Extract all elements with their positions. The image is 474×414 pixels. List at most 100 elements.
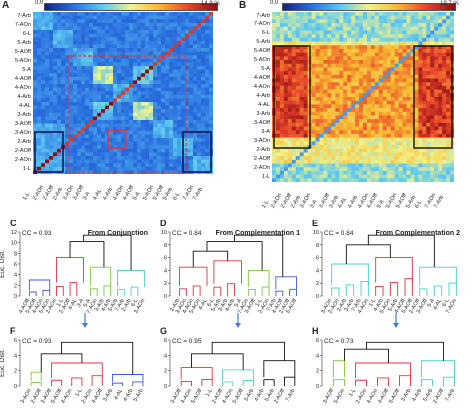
- heatmap-b-cell: [430, 93, 435, 98]
- heatmap-a-cell: [137, 148, 142, 153]
- heatmap-row-label: 5-A: [261, 66, 270, 73]
- heatmap-a-cell: [161, 58, 166, 63]
- heatmap-a-cell: [157, 112, 162, 117]
- heatmap-a-cell: [185, 145, 190, 150]
- heatmap-a-cell: [121, 152, 126, 157]
- heatmap-a-cell: [41, 134, 46, 139]
- heatmap-b-cell: [351, 56, 356, 61]
- heatmap-a-cell: [65, 105, 70, 110]
- heatmap-b-cell: [374, 159, 380, 164]
- heatmap-a-cell: [169, 109, 174, 114]
- heatmap-b-cell: [390, 174, 396, 179]
- heatmap-a-cell: [149, 33, 154, 38]
- heatmap-a-cell: [121, 141, 126, 146]
- heatmap-a-cell: [97, 73, 102, 78]
- heatmap-a-cell: [133, 69, 138, 74]
- heatmap-b-cell: [406, 111, 411, 116]
- dendrogram-link: [103, 285, 112, 296]
- heatmap-b-cell: [327, 137, 332, 142]
- dendrogram-link: [375, 285, 384, 296]
- heatmap-a-cell: [109, 112, 114, 117]
- heatmap-b-cell: [394, 67, 400, 72]
- dendrogram-top-link: [83, 234, 132, 271]
- heatmap-b-cell: [378, 60, 384, 65]
- heatmap-a-cell: [193, 127, 198, 132]
- heatmap-a-cell: [45, 51, 50, 56]
- heatmap-a-cell: [85, 87, 90, 92]
- heatmap-b-cell: [343, 52, 348, 57]
- heatmap-a-cell: [189, 55, 194, 60]
- heatmap-a-cell: [193, 84, 198, 88]
- heatmap-a-cell: [149, 141, 154, 146]
- dendrogram-top-link: [234, 234, 284, 277]
- heatmap-a-cell: [97, 112, 102, 117]
- heatmap-b-cell: [394, 178, 400, 182]
- heatmap-b-cell: [398, 148, 403, 153]
- heatmap-b-cell: [311, 148, 316, 153]
- heatmap-b-cell: [275, 45, 281, 50]
- heatmap-b-cell: [374, 89, 380, 94]
- heatmap-a-cell: [169, 30, 174, 34]
- heatmap-b-cell: [434, 174, 439, 179]
- heatmap-a-cell: [133, 44, 138, 49]
- heatmap-a-cell: [113, 80, 118, 85]
- heatmap-b-cell: [426, 152, 431, 157]
- heatmap-b-cell: [359, 60, 364, 65]
- heatmap-a-cell: [109, 152, 114, 157]
- heatmap-a-cell: [37, 138, 42, 142]
- heatmap-b-cell: [386, 23, 392, 28]
- heatmap-b-cell: [442, 159, 447, 164]
- heatmap-a-cell: [45, 37, 50, 42]
- heatmap-b-cell: [315, 74, 320, 79]
- heatmap-a-cell: [49, 76, 54, 81]
- heatmap-b-cell: [386, 170, 392, 176]
- heatmap-b-cell: [327, 52, 332, 57]
- heatmap-b-cell: [295, 111, 301, 116]
- heatmap-b-cell: [272, 174, 277, 179]
- heatmap-b-cell: [299, 78, 305, 83]
- heatmap-a-cell: [85, 62, 90, 67]
- heatmap-b-cell: [339, 100, 344, 105]
- heatmap-b-cell: [398, 30, 403, 35]
- heatmap-a-cell: [49, 159, 54, 164]
- heatmap-b-cell: [378, 37, 384, 42]
- heatmap-a-cell: [189, 109, 194, 114]
- heatmap-a-cell: [113, 145, 118, 150]
- heatmap-b-cell: [279, 148, 285, 153]
- heatmap-b-cell: [287, 93, 293, 98]
- heatmap-a-cell: [149, 69, 154, 74]
- heatmap-a-cell: [181, 98, 186, 103]
- heatmap-a-cell: [45, 15, 50, 20]
- heatmap-a-cell: [137, 84, 142, 88]
- heatmap-b-cell: [283, 148, 289, 153]
- heatmap-b-cell: [410, 108, 415, 113]
- heatmap-b-cell: [398, 152, 403, 157]
- heatmap-b-cell: [374, 104, 380, 109]
- heatmap-a-cell: [45, 19, 50, 24]
- heatmap-b-cell: [438, 137, 443, 142]
- heatmap-b-cell: [442, 145, 447, 150]
- heatmap-a-cell: [53, 84, 58, 88]
- heatmap-b-cell: [426, 93, 431, 98]
- heatmap-a-cell: [141, 138, 146, 142]
- heatmap-a-cell: [85, 141, 90, 146]
- heatmap-a-cell: [89, 105, 94, 110]
- heatmap-b-cell: [283, 45, 289, 50]
- heatmap-a-cell: [145, 44, 150, 49]
- heatmap-b-cell: [299, 130, 305, 135]
- heatmap-b-cell: [355, 74, 360, 79]
- heatmap-a-cell: [197, 48, 202, 52]
- heatmap-a-cell: [89, 127, 94, 132]
- heatmap-b-cell: [414, 85, 419, 91]
- heatmap-b-cell: [339, 93, 344, 98]
- heatmap-a-cell: [97, 159, 102, 164]
- heatmap-b-cell: [303, 52, 309, 57]
- heatmap-a-cell: [73, 30, 78, 34]
- heatmap-a-cell: [121, 76, 126, 81]
- heatmap-a-cell: [149, 87, 154, 92]
- heatmap-a-cell: [57, 94, 62, 99]
- heatmap-a-cell: [209, 102, 213, 106]
- heatmap-a-cell: [33, 58, 38, 63]
- heatmap-a-cell: [77, 30, 82, 34]
- heatmap-b-cell: [351, 163, 356, 168]
